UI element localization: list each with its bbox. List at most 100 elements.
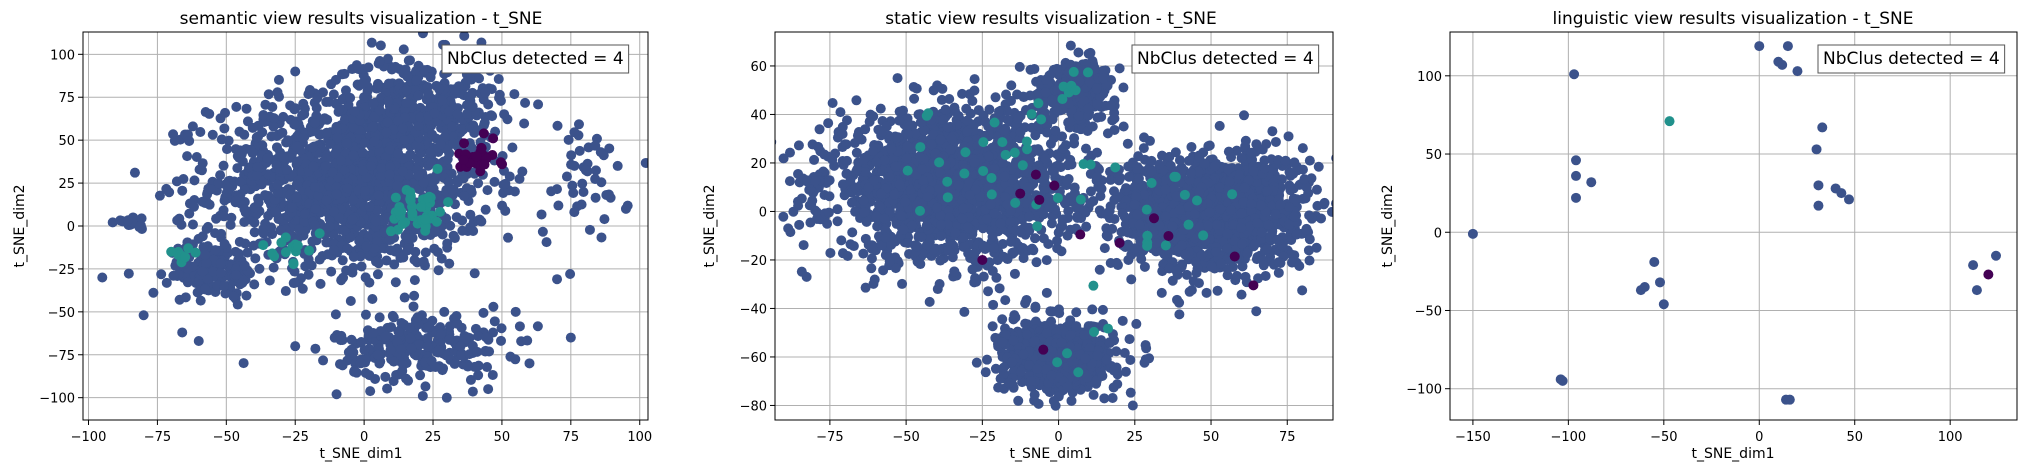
scatter-point [247, 148, 258, 159]
scatter-point [896, 210, 907, 221]
scatter-point [215, 113, 226, 124]
scatter-point [964, 177, 975, 188]
scatter-point [533, 99, 544, 110]
scatter-point [1114, 63, 1125, 74]
scatter-point [483, 99, 494, 110]
scatter-point [1015, 127, 1026, 138]
scatter-point [338, 272, 349, 283]
scatter-point [1000, 295, 1011, 306]
scatter-point [413, 170, 424, 181]
scatter-point [364, 277, 375, 288]
scatter-point [823, 118, 834, 129]
scatter-point [875, 103, 886, 114]
scatter-point [1091, 83, 1102, 94]
scatter-point [258, 240, 269, 251]
scatter-point [272, 87, 283, 98]
scatter-point [884, 256, 895, 267]
scatter-point [487, 111, 498, 122]
scatter-point [962, 222, 973, 233]
scatter-point [988, 242, 999, 253]
scatter-point [257, 127, 268, 138]
scatter-point [180, 252, 191, 263]
scatter-point [894, 179, 905, 190]
scatter-point [886, 239, 897, 250]
scatter-point [278, 111, 289, 122]
scatter-point [374, 312, 385, 323]
scatter-point [884, 206, 895, 217]
scatter-point [1109, 113, 1120, 124]
scatter-point [434, 206, 445, 217]
scatter-point [489, 176, 500, 187]
scatter-point [363, 62, 374, 73]
scatter-point [1029, 63, 1040, 74]
scatter-point [852, 164, 863, 175]
scatter-point [327, 167, 338, 178]
scatter-point [584, 224, 595, 235]
scatter-point [778, 153, 789, 164]
scatter-point [936, 230, 947, 241]
scatter-point [431, 216, 442, 227]
scatter-point [417, 32, 428, 39]
scatter-point [949, 266, 960, 277]
scatter-point [216, 134, 227, 145]
scatter-point [176, 219, 187, 230]
scatter-point [590, 140, 601, 151]
scatter-point [898, 224, 909, 235]
scatter-point [408, 301, 419, 312]
scatter-point [1040, 87, 1051, 98]
scatter-point [793, 140, 804, 151]
scatter-point [402, 233, 413, 244]
x-tick-label: 25 [425, 430, 442, 445]
x-axis-label: t_SNE_dim1 [319, 446, 402, 462]
scatter-point [154, 190, 165, 201]
scatter-point [426, 176, 437, 187]
scatter-point [390, 61, 401, 72]
scatter-point [884, 171, 895, 182]
scatter-point [1212, 285, 1223, 296]
scatter-point [411, 140, 422, 151]
scatter-point [788, 206, 799, 217]
scatter-point [326, 266, 337, 277]
scatter-point [418, 177, 429, 188]
scatter-point [1053, 227, 1064, 238]
scatter-point [909, 93, 920, 104]
scatter-point [370, 216, 381, 227]
scatter-point [876, 240, 887, 251]
scatter-point [413, 90, 424, 101]
scatter-point [330, 309, 341, 320]
scatter-point [890, 263, 901, 274]
scatter-point [969, 74, 980, 85]
scatter-point [309, 118, 320, 129]
scatter-point [374, 105, 385, 116]
scatter-point [499, 109, 510, 120]
scatter-point [388, 356, 399, 367]
scatter-point [390, 192, 401, 203]
scatter-point [458, 154, 469, 165]
scatter-point [1041, 255, 1052, 266]
scatter-point [858, 248, 869, 259]
scatter-point [200, 284, 211, 295]
scatter-point [520, 97, 531, 108]
y-tick-label: −75 [48, 349, 75, 364]
x-tick-label: −25 [282, 430, 309, 445]
scatter-point [868, 146, 879, 157]
scatter-point [291, 179, 302, 190]
scatter-point [429, 108, 440, 119]
scatter-point [1002, 254, 1013, 265]
scatter-point [419, 65, 430, 76]
scatter-point [532, 321, 543, 332]
scatter-point [303, 254, 314, 265]
scatter-point [289, 119, 300, 130]
scatter-point [500, 178, 511, 189]
scatter-point [1013, 113, 1024, 124]
scatter-point [241, 103, 252, 114]
scatter-point [231, 270, 242, 281]
scatter-point [389, 259, 400, 270]
scatter-point [1048, 166, 1059, 177]
scatter-point [905, 184, 916, 195]
scatter-point [198, 242, 209, 253]
scatter-point [442, 242, 453, 253]
static-view-plot: static view results visualization - t_SN… [702, 9, 1334, 462]
scatter-point [488, 133, 499, 144]
scatter-point [464, 349, 475, 360]
